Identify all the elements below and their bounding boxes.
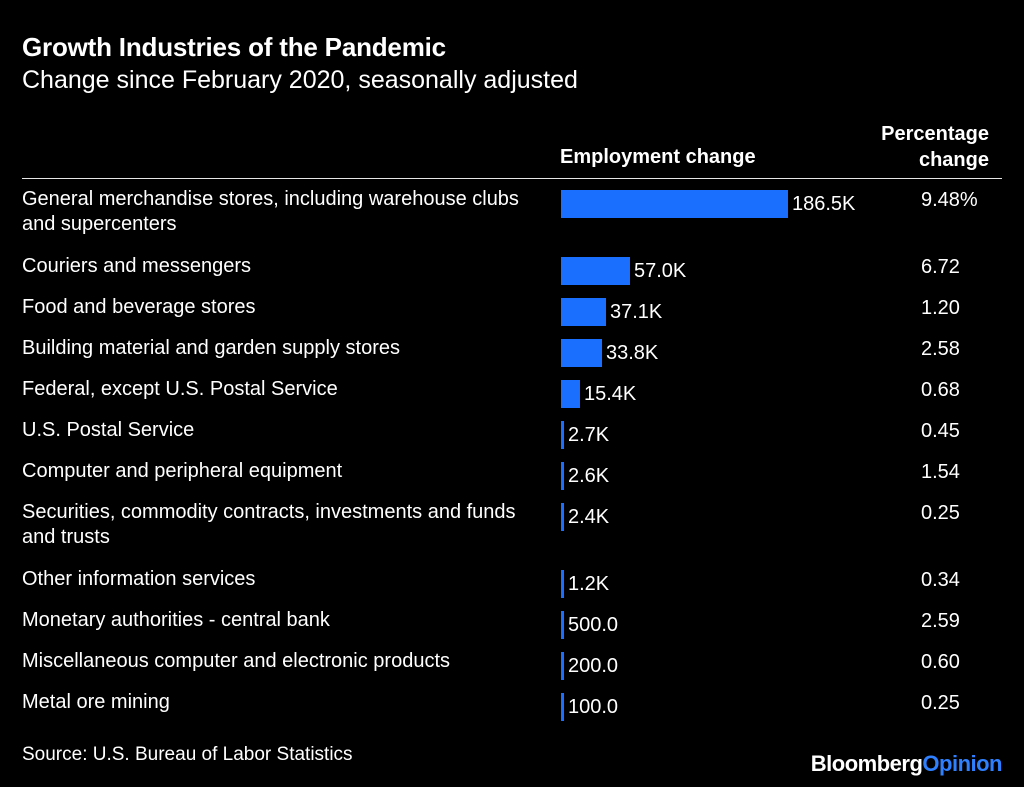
employment-value-label: 57.0K	[634, 260, 687, 282]
percentage-change-value: 0.60	[921, 651, 960, 673]
employment-bar	[561, 257, 630, 285]
header-divider	[22, 178, 1002, 179]
category-label: Food and beverage stores	[22, 296, 256, 318]
percentage-change-value: 0.34	[921, 569, 960, 591]
employment-value-label: 15.4K	[584, 383, 637, 405]
employment-value-label: 500.0	[568, 614, 619, 636]
employment-value-label: 1.2K	[568, 573, 610, 595]
employment-value-label: 2.4K	[568, 506, 610, 528]
percentage-change-value: 9.48%	[921, 189, 978, 211]
category-label: Federal, except U.S. Postal Service	[22, 378, 338, 400]
category-label: U.S. Postal Service	[22, 419, 195, 441]
employment-value-label: 2.7K	[568, 424, 610, 446]
category-label: Computer and peripheral equipment	[22, 460, 343, 482]
category-label: Couriers and messengers	[22, 255, 251, 277]
employment-bar	[561, 339, 602, 367]
employment-bar	[561, 190, 788, 218]
percentage-change-value: 1.20	[921, 297, 960, 319]
employment-value-label: 37.1K	[610, 301, 663, 323]
employment-bar	[561, 652, 564, 680]
employment-bar	[561, 503, 564, 531]
brand-logo-part2: Opinion	[922, 751, 1002, 776]
employment-value-label: 186.5K	[792, 193, 856, 215]
employment-value-label: 33.8K	[606, 342, 659, 364]
employment-bar	[561, 298, 606, 326]
category-label: Securities, commodity contracts, investm…	[22, 501, 516, 548]
employment-bar	[561, 380, 580, 408]
percentage-change-value: 0.25	[921, 502, 960, 524]
employment-bar	[561, 693, 564, 721]
percentage-header-line1: Percentage	[881, 123, 989, 145]
percentage-change-header: Percentage change	[829, 121, 989, 173]
percentage-change-value: 0.45	[921, 420, 960, 442]
employment-change-header: Employment change	[560, 146, 756, 168]
percentage-change-value: 0.25	[921, 692, 960, 714]
employment-value-label: 100.0	[568, 696, 619, 718]
brand-logo-part1: Bloomberg	[810, 751, 923, 776]
employment-bar	[561, 570, 564, 598]
category-label: Metal ore mining	[22, 691, 170, 713]
employment-bar	[561, 421, 564, 449]
category-label: General merchandise stores, including wa…	[22, 188, 519, 235]
employment-value-label: 200.0	[568, 655, 619, 677]
category-label: Monetary authorities - central bank	[22, 609, 330, 631]
source-note: Source: U.S. Bureau of Labor Statistics	[22, 744, 353, 765]
chart-subtitle: Change since February 2020, seasonally a…	[22, 66, 578, 94]
category-label: Other information services	[22, 568, 256, 590]
percentage-change-value: 1.54	[921, 461, 960, 483]
employment-value-label: 2.6K	[568, 465, 610, 487]
percentage-header-line2: change	[918, 149, 989, 171]
brand-logo: BloombergOpinion	[810, 751, 1003, 777]
employment-bar	[561, 611, 564, 639]
percentage-change-value: 6.72	[921, 256, 960, 278]
percentage-change-value: 2.58	[921, 338, 960, 360]
category-label: Building material and garden supply stor…	[22, 337, 400, 359]
percentage-change-value: 0.68	[921, 379, 960, 401]
category-label: Miscellaneous computer and electronic pr…	[22, 650, 450, 672]
percentage-change-value: 2.59	[921, 610, 960, 632]
employment-bar	[561, 462, 564, 490]
chart-title: Growth Industries of the Pandemic	[22, 32, 446, 62]
